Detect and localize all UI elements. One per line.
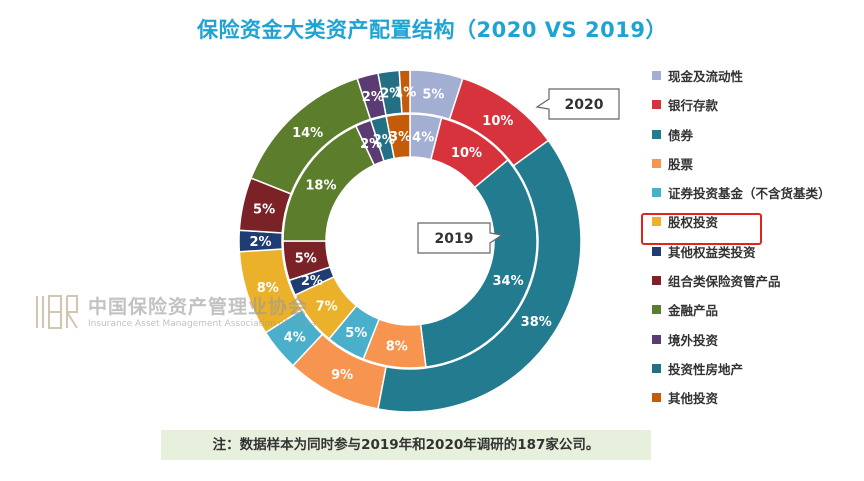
- 2019-slice-11: [385, 113, 411, 160]
- 2020-slice-2: [377, 139, 582, 413]
- legend-item-9: 境外投资: [652, 330, 862, 349]
- legend-item-1: 银行存款: [652, 95, 862, 114]
- legend-label-11: 其他投资: [668, 391, 719, 407]
- donut-chart: 5%10%38%9%4%8%2%5%14%2%2%1%4%10%34%8%5%7…: [238, 69, 620, 413]
- outer-ring-2020: [238, 69, 582, 413]
- legend-label-3: 股票: [668, 156, 694, 172]
- 2019-slice-label-2: 34%: [493, 274, 524, 289]
- legend-label-1: 银行存款: [668, 98, 719, 114]
- legend-item-7: 组合类保险资管产品: [652, 271, 862, 290]
- 2020-slice-label-6: 2%: [249, 235, 271, 250]
- legend-swatch-6: [652, 246, 661, 256]
- legend-swatch-10: [652, 363, 661, 373]
- legend-swatch-0: [652, 71, 661, 80]
- watermark-name-cn: 中国保险资产管理业协会: [88, 296, 309, 318]
- footnote: 注：数据样本为同时参与2019年和2020年调研的187家公司。: [161, 430, 651, 460]
- 2019-slice-label-11: 3%: [389, 130, 411, 145]
- 2020-slice-label-2: 38%: [521, 315, 552, 330]
- legend-label-4: 证券投资基金（不含货基类）: [668, 186, 831, 202]
- 2020-slice-label-8: 14%: [292, 126, 323, 141]
- 2019-slice-2: [419, 158, 538, 368]
- 2019-slice-label-4: 5%: [345, 326, 367, 341]
- legend-item-8: 金融产品: [652, 300, 862, 319]
- legend-item-2: 债券: [652, 125, 862, 144]
- slice-labels: 5%10%38%9%4%8%2%5%14%2%2%1%4%10%34%8%5%7…: [249, 86, 551, 384]
- legend-swatch-9: [652, 334, 661, 344]
- legend-swatch-4: [652, 188, 661, 198]
- 2019-slice-label-3: 8%: [386, 340, 408, 355]
- 2019-slice-label-7: 5%: [295, 252, 317, 267]
- legend-item-5: 股权投资: [652, 212, 862, 231]
- legend-item-0: 现金及流动性: [652, 66, 862, 85]
- legend-swatch-3: [652, 158, 661, 168]
- 2020-slice-label-1: 10%: [482, 114, 513, 129]
- legend-swatch-1: [652, 100, 661, 110]
- watermark: 中国保险资产管理业协会 Insurance Asset Management A…: [34, 289, 316, 337]
- legend-swatch-2: [652, 129, 661, 139]
- 2020-slice-11: [398, 69, 411, 115]
- callout-2019-label: 2019: [435, 231, 474, 247]
- 2020-slice-label-11: 1%: [394, 86, 416, 101]
- 2020-slice-label-10: 2%: [380, 87, 402, 102]
- legend: 现金及流动性 银行存款债券股票证券投资基金（不含货基类） 股权投资其他权益类投资组合…: [652, 66, 862, 418]
- 2020-slice-label-4: 4%: [284, 330, 306, 345]
- legend-label-9: 境外投资: [668, 332, 719, 348]
- 2020-slice-label-5: 8%: [257, 281, 279, 296]
- legend-label-8: 金融产品: [668, 303, 719, 319]
- association-logo-icon: [36, 295, 78, 329]
- legend-swatch-8: [652, 305, 661, 315]
- legend-swatch-7: [652, 276, 661, 286]
- legend-label-2: 债券: [668, 127, 694, 143]
- 2019-slice-label-6: 2%: [301, 274, 323, 289]
- legend-label-0: 现金及流动性: [668, 69, 744, 84]
- 2019-slice-label-0: 4%: [412, 130, 434, 145]
- legend-label-10: 投资性房地产: [668, 361, 744, 377]
- 2020-slice-label-9: 2%: [362, 90, 384, 105]
- 2019-slice-label-5: 7%: [316, 300, 338, 315]
- 2020-slice-label-0: 5%: [422, 87, 444, 102]
- 2020-slice-label-7: 5%: [253, 202, 275, 217]
- legend-item-3: 股票: [652, 154, 862, 173]
- legend-item-11: 其他投资: [652, 388, 862, 407]
- 2019-slice-label-10: 2%: [373, 133, 395, 148]
- inner-ring-2019: [282, 113, 538, 369]
- callout-2020-label: 2020: [565, 97, 604, 113]
- year-callouts: 2020 2019: [417, 88, 620, 254]
- legend-label-6: 其他权益类投资: [668, 244, 756, 260]
- legend-swatch-11: [652, 393, 661, 403]
- 2019-slice-label-1: 10%: [451, 146, 482, 161]
- legend-item-4: 证券投资基金（不含货基类）: [652, 183, 862, 202]
- 2019-slice-label-9: 2%: [360, 137, 382, 152]
- legend-highlight-box: [641, 213, 762, 245]
- legend-item-6: 其他权益类投资: [652, 242, 862, 261]
- 2020-slice-label-3: 9%: [331, 368, 353, 383]
- 2019-slice-label-8: 18%: [305, 178, 336, 193]
- callout-2019-box: [417, 222, 504, 254]
- legend-item-10: 投资性房地产: [652, 359, 862, 378]
- legend-label-7: 组合类保险资管产品: [668, 274, 781, 290]
- watermark-name-en: Insurance Asset Management Association o…: [88, 319, 316, 329]
- callout-2020-box: [535, 88, 620, 120]
- legend-swatch-5: [652, 217, 661, 227]
- chart-title: 保险资金大类资产配置结构（2020 VS 2019）: [197, 18, 667, 42]
- legend-label-5: 股权投资: [668, 215, 719, 231]
